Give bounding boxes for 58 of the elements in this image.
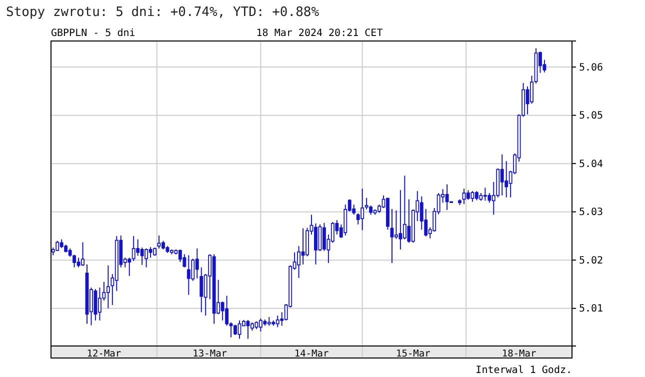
- candlestick: [297, 246, 301, 278]
- candlestick: [106, 264, 110, 309]
- y-tick-label: 5.03: [579, 207, 604, 218]
- candlestick: [132, 235, 136, 262]
- candlestick: [136, 238, 140, 256]
- candlestick: [504, 160, 508, 198]
- candlestick: [140, 247, 144, 266]
- candlestick: [72, 254, 76, 268]
- candlestick: [81, 242, 84, 266]
- candlestick: [186, 254, 190, 296]
- y-tick-label: 5.05: [579, 110, 604, 122]
- y-tick-label: 5.01: [579, 304, 604, 315]
- candlestick: [76, 257, 80, 268]
- candlestick: [470, 190, 474, 202]
- candlestick: [360, 188, 364, 231]
- candlestick: [195, 248, 199, 279]
- candlestick: [344, 204, 348, 236]
- candlestick: [483, 187, 487, 202]
- candlestick: [500, 154, 504, 196]
- y-tick-label: 5.06: [579, 62, 604, 74]
- candlestick: [474, 190, 478, 201]
- y-tick-label: 5.02: [579, 255, 604, 266]
- candlestick: [191, 258, 195, 282]
- candlestick: [200, 266, 204, 313]
- candlestick: [225, 295, 229, 326]
- candlestick: [182, 254, 186, 268]
- x-tick-label: 15-Mar: [396, 348, 431, 360]
- candlestick: [407, 198, 411, 244]
- candlestick: [398, 190, 402, 250]
- candlestick: [488, 192, 492, 204]
- candlestick: [178, 248, 182, 263]
- candlestick: [466, 190, 470, 200]
- candlestick: [220, 301, 224, 321]
- candlestick: [322, 222, 326, 252]
- candlestick: [56, 240, 60, 252]
- candlestick: [246, 319, 250, 340]
- chart-subtitle: 18 Mar 2024 20:21 CET: [256, 28, 383, 39]
- candlestick: [364, 197, 368, 210]
- text: Stopy zwrotu: 5 dni: +0.74%, YTD: +0.88%: [6, 5, 320, 20]
- text: Interwal 1 Godz.: [476, 365, 572, 376]
- candlestick: [276, 315, 280, 328]
- candlestick: [98, 287, 102, 321]
- candlestick: [258, 318, 262, 332]
- candlestick: [144, 248, 148, 268]
- candlestick: [369, 205, 373, 216]
- candlestick: [148, 246, 152, 258]
- candlestick: [445, 184, 449, 210]
- x-tick-label: 13-Mar: [192, 348, 228, 360]
- x-tick-label: 18-Mar: [502, 348, 536, 360]
- x-tick-label: 14-Mar: [294, 348, 329, 360]
- y-tick-label: 5.04: [579, 158, 604, 170]
- candlestick: [394, 210, 398, 240]
- candlestick: [234, 324, 237, 336]
- candlestick: [352, 204, 356, 216]
- candlestick: [402, 175, 406, 240]
- candlestick: [314, 222, 318, 265]
- chart-title: GBPPLN - 5 dni: [51, 28, 136, 39]
- x-tick-label: 12-Mar: [86, 348, 122, 360]
